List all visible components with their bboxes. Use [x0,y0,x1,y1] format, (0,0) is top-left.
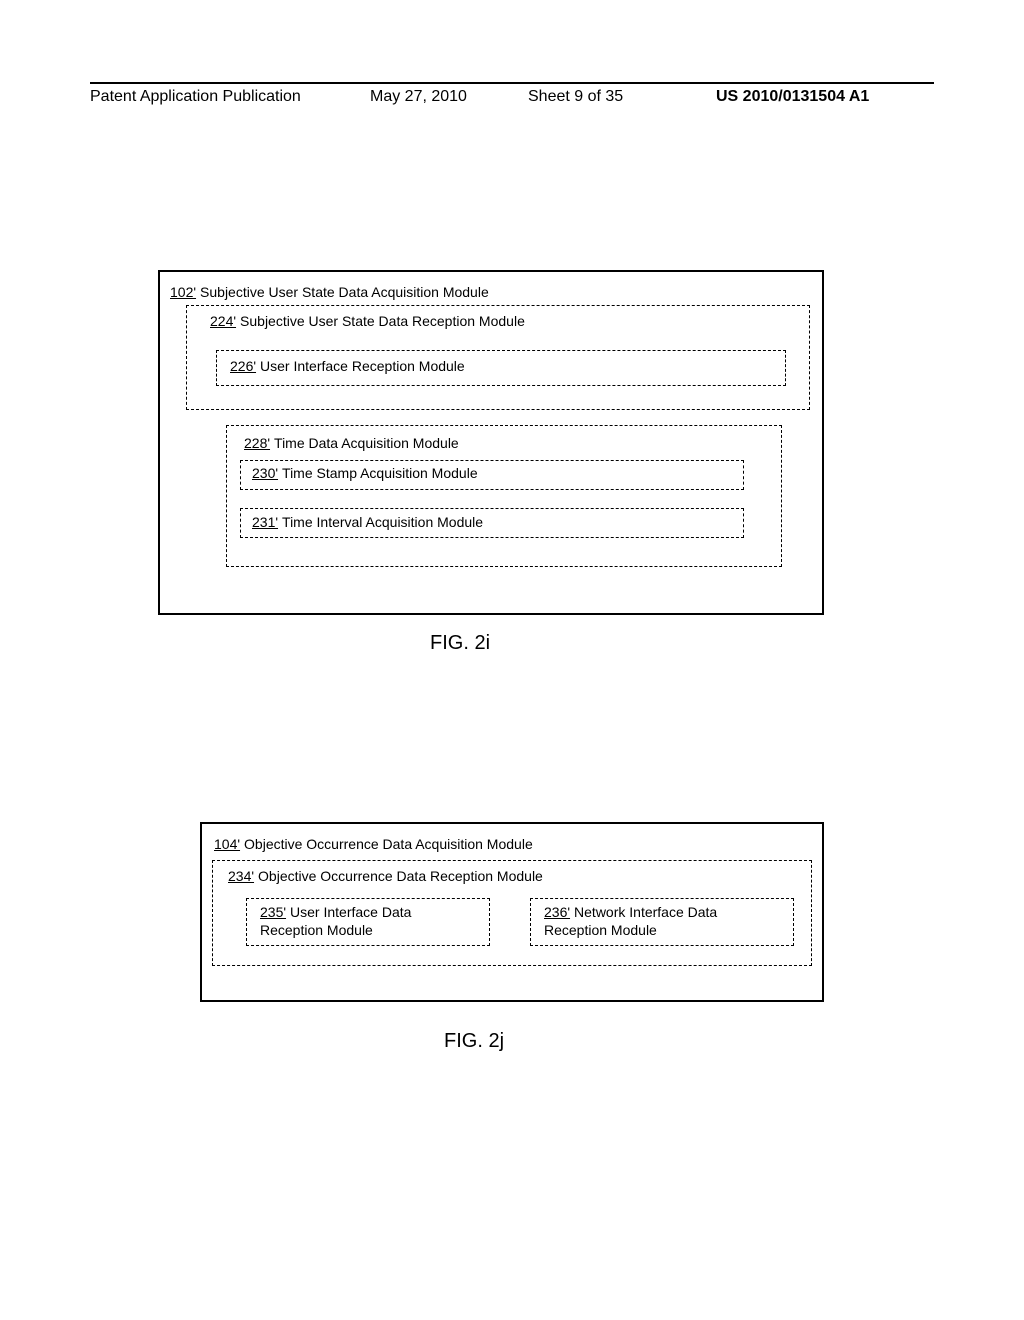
module-236-line2: Reception Module [544,922,657,938]
label-234: Objective Occurrence Data Reception Modu… [258,868,543,884]
label-235-l1: User Interface Data [290,904,411,920]
header-date: May 27, 2010 [370,88,467,106]
ref-102: 102' [170,284,196,300]
header-rule [90,82,934,84]
header-pubno: US 2010/0131504 A1 [716,88,869,106]
module-234: 234'Objective Occurrence Data Reception … [228,868,543,884]
label-224: Subjective User State Data Reception Mod… [240,313,525,329]
label-102: Subjective User State Data Acquisition M… [200,284,489,300]
label-231: Time Interval Acquisition Module [282,514,483,530]
module-235-line1: 235'User Interface Data [260,904,411,920]
label-228: Time Data Acquisition Module [274,435,459,451]
ref-231: 231' [252,514,278,530]
module-228: 228'Time Data Acquisition Module [244,435,459,451]
ref-224: 224' [210,313,236,329]
module-231: 231'Time Interval Acquisition Module [252,514,483,530]
header-sheet: Sheet 9 of 35 [528,88,623,106]
fig2i-caption: FIG. 2i [430,632,490,655]
label-226: User Interface Reception Module [260,358,465,374]
ref-104: 104' [214,836,240,852]
fig2j-caption: FIG. 2j [444,1030,504,1053]
module-104: 104'Objective Occurrence Data Acquisitio… [214,836,533,852]
ref-234: 234' [228,868,254,884]
ref-230: 230' [252,465,278,481]
ref-228: 228' [244,435,270,451]
module-235-line2: Reception Module [260,922,373,938]
ref-235: 235' [260,904,286,920]
label-230: Time Stamp Acquisition Module [282,465,478,481]
module-102: 102'Subjective User State Data Acquisiti… [170,284,489,300]
module-236-line1: 236'Network Interface Data [544,904,717,920]
label-104: Objective Occurrence Data Acquisition Mo… [244,836,533,852]
module-226: 226'User Interface Reception Module [230,358,465,374]
patent-page: Patent Application Publication May 27, 2… [0,0,1024,1320]
ref-226: 226' [230,358,256,374]
header-left: Patent Application Publication [90,88,301,106]
label-236-l1: Network Interface Data [574,904,717,920]
module-224: 224'Subjective User State Data Reception… [210,313,525,329]
module-230: 230'Time Stamp Acquisition Module [252,465,478,481]
ref-236: 236' [544,904,570,920]
